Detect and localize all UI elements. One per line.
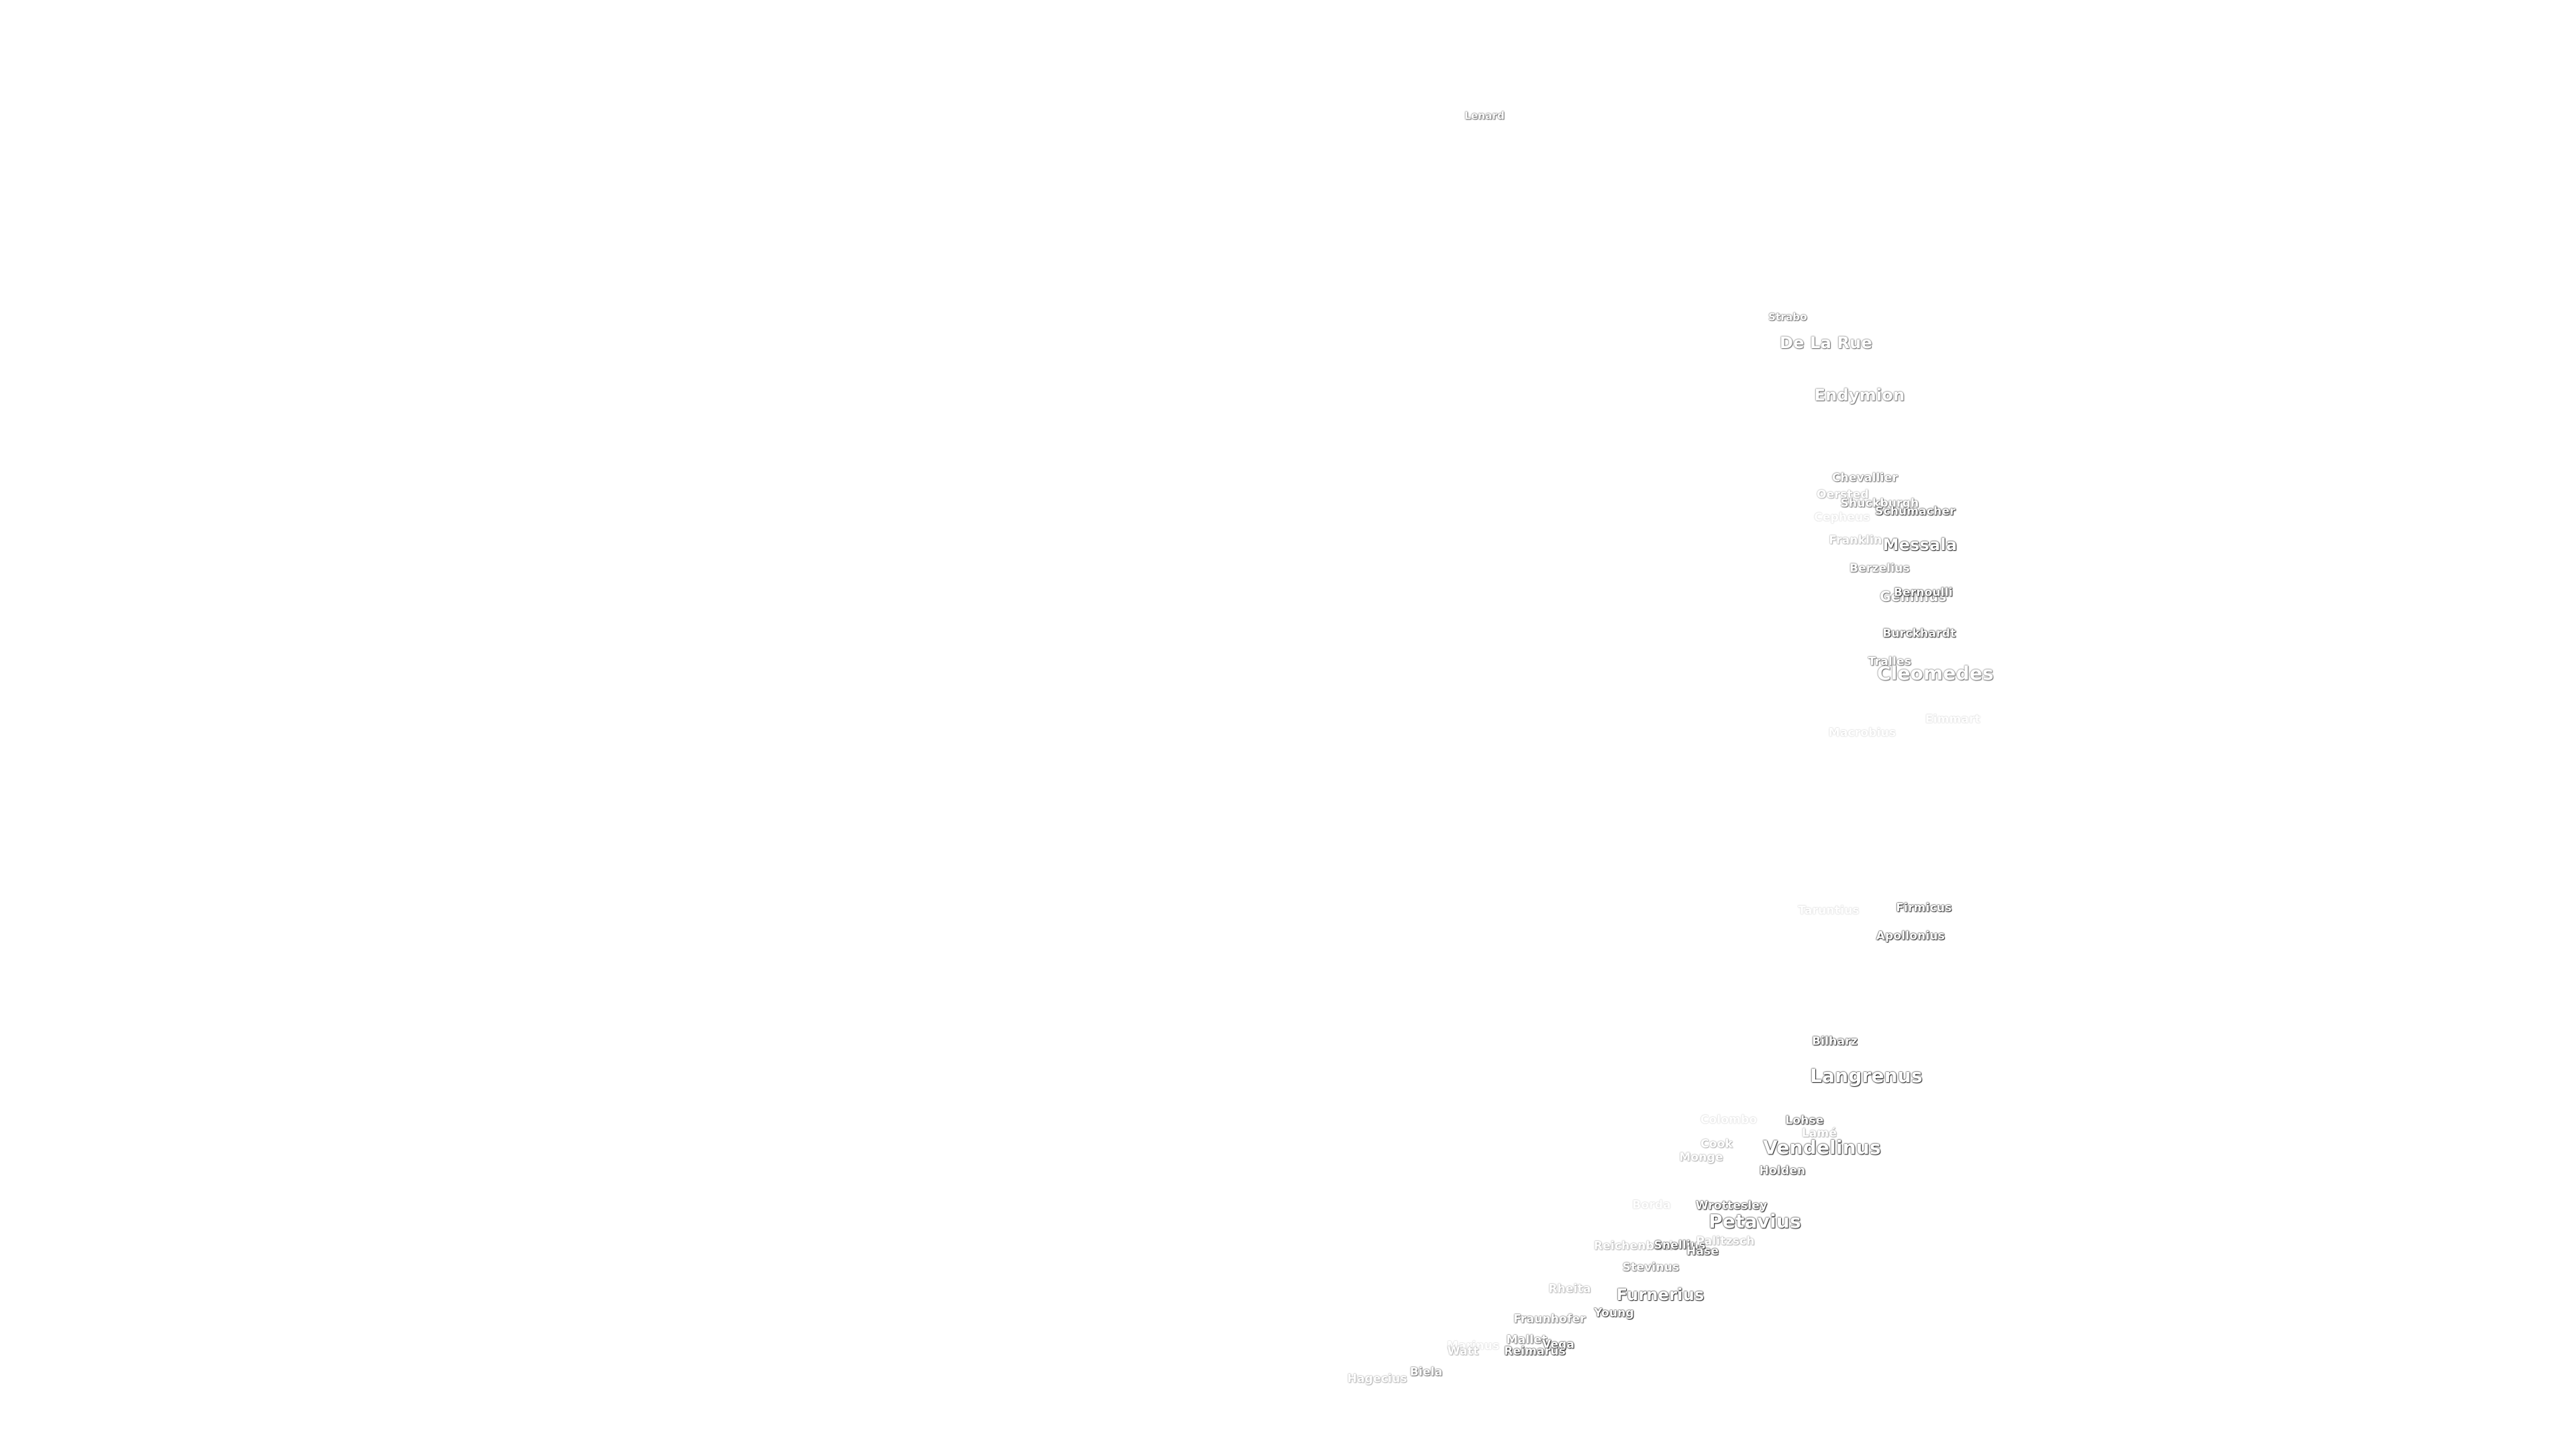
crater-label-de-la-rue: De La Rue [1779, 333, 1873, 352]
crater-label-reimarus: Reimarus [1504, 1344, 1566, 1358]
crater-label-strabo: Strabo [1768, 311, 1807, 323]
crater-label-lenard: Lenard [1464, 109, 1505, 122]
crater-label-firmicus: Firmicus [1896, 901, 1952, 915]
crater-label-cook: Cook [1701, 1137, 1733, 1151]
crater-label-franklin: Franklin [1829, 533, 1882, 547]
crater-label-fraunhofer: Young [1594, 1306, 1634, 1320]
crater-label-hase: Hase [1686, 1244, 1719, 1258]
crater-label-burckhardt: Burckhardt [1882, 627, 1956, 641]
crater-label-stevinus: Stevinus [1622, 1260, 1680, 1275]
crater-label-bernoulli: Bernoulli [1893, 586, 1953, 600]
crater-label-lame: Lamé [1801, 1126, 1837, 1140]
crater-label-endymion: Endymion [1814, 386, 1905, 405]
crater-label-cleomedes: Cleomedes [1876, 662, 1994, 684]
crater-label-rheita: Rheita [1548, 1282, 1591, 1296]
crater-label-chevallier: Chevallier [1831, 471, 1898, 485]
crater-label-langrenus: Langrenus [1810, 1065, 1923, 1087]
crater-label-bilharz: Bilharz [1812, 1034, 1858, 1049]
crater-label-marinus: Marinus [1446, 1339, 1500, 1353]
crater-label-biela: Biela [1409, 1365, 1443, 1379]
crater-label-palitzsch: Palitzsch [1696, 1234, 1755, 1248]
crater-label-monge: Monge [1679, 1150, 1723, 1165]
crater-label-schumacher: Schumacher [1875, 504, 1955, 519]
crater-label-snellius: Snellius [1654, 1238, 1706, 1252]
crater-label-oersted: Oersted [1817, 488, 1869, 502]
crater-label-watt: Watt [1447, 1344, 1479, 1358]
crater-label-apollonius: Apollonius [1876, 929, 1945, 943]
crater-label-cepheus: Cepheus [1814, 511, 1870, 525]
crater-label-borda: Borda [1632, 1198, 1671, 1212]
crater-label-macrobius: Macrobius [1828, 726, 1896, 740]
crater-label-taruntius: Taruntius [1798, 904, 1860, 918]
crater-label-young: Fraunhofer [1513, 1312, 1586, 1326]
crater-label-lohse: Lohse [1785, 1114, 1824, 1128]
crater-label-colombo: Colombo [1700, 1113, 1758, 1127]
crater-label-reichenbach: Reichenbach [1593, 1239, 1678, 1253]
crater-label-petavius: Petavius [1709, 1210, 1801, 1232]
crater-label-berzelius: Berzelius [1849, 561, 1910, 576]
crater-label-hagecius: Hagecius [1347, 1372, 1407, 1386]
crater-label-furnerius: Furnerius [1616, 1285, 1705, 1304]
crater-label-eimmart: Eimmart [1925, 712, 1981, 727]
crater-label-vega: Vega [1542, 1338, 1575, 1352]
crater-label-messala: Messala [1882, 535, 1957, 554]
crater-label-mallet: Mallet [1506, 1333, 1548, 1347]
crater-label-vendelinus: Vendelinus [1763, 1136, 1881, 1159]
crater-label-wrottesley: Wrottesley [1695, 1199, 1768, 1213]
crater-label-tralles: Tralles [1868, 655, 1912, 669]
crater-label-holden: Holden [1759, 1164, 1806, 1178]
crater-label-shuckburgh: Shuckburgh [1840, 496, 1919, 511]
crater-label-geminus: Geminus [1880, 588, 1947, 604]
